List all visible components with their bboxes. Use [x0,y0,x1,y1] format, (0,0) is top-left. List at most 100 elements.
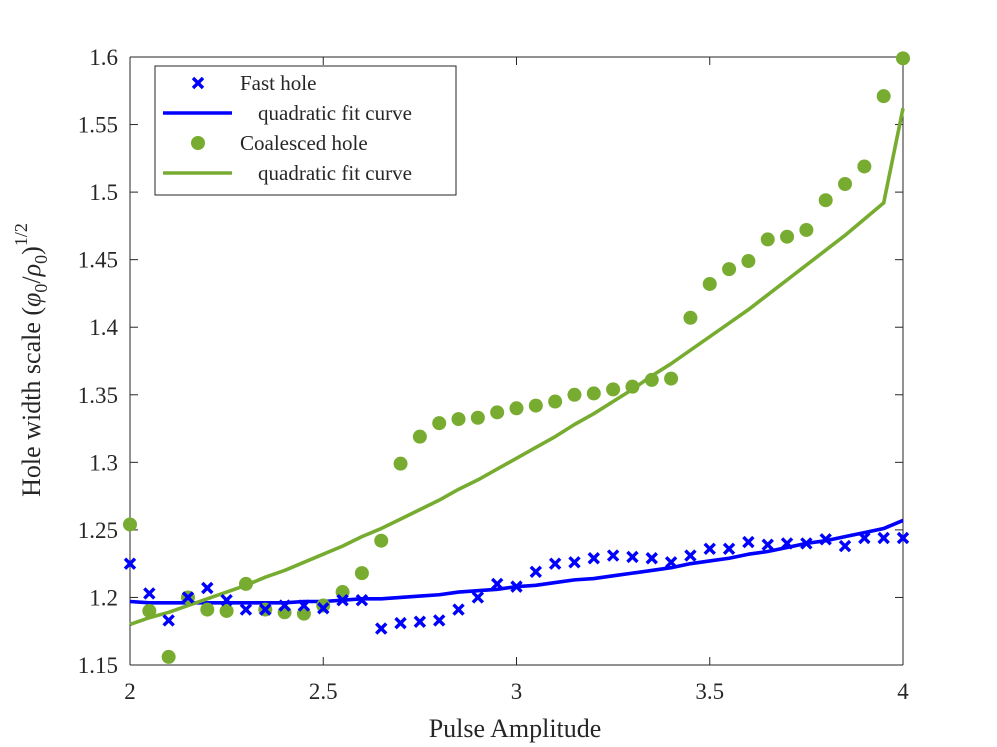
marker-stroke [838,539,852,553]
y-tick-label: 1.45 [78,248,118,273]
coalesced-hole-point [528,398,543,413]
coalesced-hole-point [451,412,466,427]
coalesced-hole-point [586,386,601,401]
marker-stroke [259,603,272,616]
legend-label: quadratic fit curve [258,101,412,125]
marker-stroke [626,550,639,564]
y-tick-label: 1.2 [89,585,118,610]
coalesced-hole-point [683,310,698,325]
fast-hole-point [143,587,156,600]
fast-hole-point [587,552,601,565]
marker-stroke [317,602,330,615]
marker-stroke [375,622,388,635]
marker-stroke [239,603,253,616]
marker-stroke [471,591,485,604]
coalesced-hole-point [799,222,814,237]
marker-stroke [664,556,678,569]
marker-stroke [201,581,214,595]
marker-stroke [548,557,562,570]
fast-hole-point [606,549,620,562]
marker-stroke [703,542,716,556]
marker-stroke [568,556,581,569]
fast-hole-point [123,557,137,570]
marker-stroke [645,552,658,565]
coalesced-hole-point [644,372,659,387]
marker-stroke [722,542,736,556]
fast-hole-point [490,577,504,591]
y-axis-title-exponent: 1/2 [11,223,31,246]
y-tick-label: 1.35 [78,383,118,408]
x-tick-label: 3.5 [695,679,724,704]
coalesced-hole-point [142,603,157,618]
coalesced-hole-point [780,229,795,244]
coalesced-hole-point [316,598,331,613]
coalesced-hole-point [857,159,872,174]
fast-hole-point [259,603,272,616]
legend-entry: quadratic fit curve [163,101,412,125]
fast-hole-point [548,557,562,570]
marker-stroke [355,593,369,607]
fast-hole-point [201,581,214,595]
fast-hole-point [452,603,465,616]
fast-hole-point [819,533,832,546]
x-tick-label: 3 [511,679,523,704]
marker-stroke [181,591,195,604]
legend-label: quadratic fit curve [258,161,412,185]
y-tick-label: 1.15 [78,653,118,678]
fast-hole-point [220,593,233,607]
fast-hole-point [375,622,388,635]
coalesced-hole-point [606,382,621,397]
marker-stroke [819,533,832,546]
marker-stroke [413,615,427,628]
coalesced-hole-point [896,51,910,66]
coalesced-hole-point [760,232,775,247]
y-axis-title-rho-sub: 0 [31,255,51,264]
marker-stroke [143,587,156,600]
coalesced-hole-point [625,379,640,394]
x-tick-label: 2.5 [309,679,338,704]
marker-stroke [877,531,890,545]
y-tick-label: 1.3 [89,450,118,475]
fast-hole-point [278,599,291,612]
y-axis-title-main: Hole width scale ( [17,307,46,497]
marker-stroke [684,549,697,562]
coalesced-hole-point [818,193,833,208]
legend-entry: Fast hole [191,71,316,95]
svg-text:Hole width scale (φ0/ρ0)1/2: Hole width scale (φ0/ρ0)1/2 [11,223,51,497]
y-axis-title-close: ) [17,246,46,255]
fast-hole-point [317,602,330,615]
marker-stroke [742,535,755,549]
coalesced-hole-point [393,456,408,471]
marker-stroke [606,549,620,562]
fast-hole-point [838,539,852,553]
marker-stroke [529,565,543,578]
y-tick-label: 1.5 [89,180,118,205]
fast-hole-point [722,542,736,556]
fast-hole-point [432,614,446,627]
fast-hole-point [703,542,716,556]
fast-hole-point [568,556,581,569]
coalesced-hole-point [741,254,756,269]
coalesced-hole-point [374,533,389,548]
coalesced-hole-point [548,394,563,409]
marker-stroke [191,76,205,90]
marker-stroke [510,580,523,593]
y-tick-label: 1.25 [78,518,118,543]
fast-hole-point [413,615,427,628]
coalesced-hole-fit-line [129,107,905,627]
marker-stroke [896,531,910,545]
coalesced-hole-point [412,429,427,444]
marker-stroke [278,599,291,612]
marker-stroke [297,599,311,612]
coalesced-hole-point [470,410,485,425]
fast-hole-point [510,580,523,593]
legend-symbol-dot [191,136,205,150]
x-axis-title: Pulse Amplitude [429,714,602,743]
y-axis-ticks: 1.15 1.2 1.25 1.3 1.35 1.4 1.45 1.5 1.55 1.6 [78,45,903,678]
marker-stroke [162,614,175,627]
fast-hole-point [394,616,407,630]
coalesced-hole-point [354,566,369,581]
marker-stroke [123,557,137,570]
fast-hole-point [780,537,794,550]
